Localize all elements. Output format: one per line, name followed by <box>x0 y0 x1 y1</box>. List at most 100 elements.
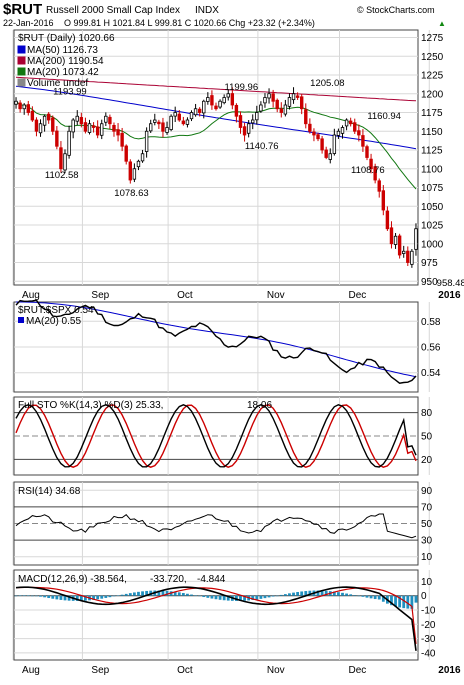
macd-hist-bar <box>283 594 287 596</box>
macd-hist-bar <box>361 595 365 597</box>
rsi-ytick: 10 <box>421 552 433 563</box>
macd-hist-bar <box>206 595 210 598</box>
candle-body <box>144 130 149 152</box>
candle-body <box>210 95 214 106</box>
ma200-line <box>15 76 417 102</box>
candle-body <box>410 250 414 265</box>
macd-hist-bar <box>141 591 144 596</box>
macd-hist-bar <box>308 590 312 596</box>
macd-hist-bar <box>104 595 108 598</box>
macd-hist-bar <box>357 595 361 597</box>
macd-hist-bar <box>398 595 402 608</box>
candle-body <box>299 96 304 110</box>
macd-hist-bar <box>341 592 344 596</box>
rsi-panel: 10 30 50 70 90 RSI(14) 34.68 <box>12 481 433 566</box>
candle-body <box>332 134 337 154</box>
candle-body <box>206 97 210 102</box>
macd-ytick: -40 <box>421 648 436 659</box>
macd-hist-bar <box>332 591 336 596</box>
macd-hist-bar <box>92 595 95 600</box>
price-xtick: Sep <box>91 290 109 301</box>
candle-body <box>132 168 137 180</box>
macd-hist-bar <box>14 595 18 597</box>
macd-hist-bar <box>128 593 132 596</box>
candle-body <box>344 119 349 127</box>
candle-body <box>181 120 186 125</box>
macd-signal-line <box>15 586 417 644</box>
macd-hist-bar <box>296 591 300 596</box>
ratio-ma-line <box>16 301 417 378</box>
candle-body <box>46 113 51 121</box>
bottom-xtick: Oct <box>177 665 193 676</box>
macd-hist-bar <box>47 595 51 599</box>
candle-body <box>161 122 165 132</box>
candle-body <box>83 122 88 132</box>
candle-body <box>42 115 47 126</box>
macd-hist-bar <box>275 595 279 597</box>
macd-ytick: -30 <box>421 634 436 645</box>
macd-hist-bar <box>320 590 324 596</box>
macd-hist-bar <box>222 595 226 601</box>
candle-body <box>177 113 181 121</box>
macd-hist-bar <box>22 595 26 596</box>
price-annotation: 1160.94 <box>367 111 401 122</box>
price-legend-entry: MA(200) 1190.54 <box>27 56 104 67</box>
macd-legend-signal: -33.720, <box>150 574 187 585</box>
macd-hist-bar <box>300 591 304 596</box>
macd-hist-bar <box>43 595 47 598</box>
candle-body <box>255 112 259 121</box>
macd-hist-bar <box>316 590 320 596</box>
candle-body <box>189 112 194 120</box>
rsi-legend: RSI(14) 34.68 <box>18 486 81 497</box>
macd-hist-bar <box>288 593 291 596</box>
rsi-line <box>15 513 417 539</box>
macd-panel: -40 -30 -20 -10 0 10 MACD(12,26,9) -38.564, -33… <box>12 569 436 661</box>
bottom-xtick: Sep <box>91 665 109 676</box>
candle-body <box>153 119 157 123</box>
ratio-line <box>15 299 417 384</box>
price-legend-entry: MA(20) 1073.42 <box>27 67 99 78</box>
price-ytick: 1100 <box>421 164 443 175</box>
ohlc-label: O 999.81 H 1021.84 L 999.81 C 1020.66 Ch… <box>64 18 315 28</box>
candle-body <box>414 228 418 250</box>
candle-body <box>140 153 145 162</box>
macd-hist-bar <box>35 595 38 597</box>
macd-hist-bar <box>55 595 59 600</box>
macd-hist-bar <box>402 595 406 609</box>
macd-hist-bar <box>259 595 263 599</box>
macd-hist-bar <box>30 595 34 597</box>
candle-body <box>34 119 39 132</box>
macd-hist-bar <box>345 593 348 596</box>
candle-body <box>406 250 410 263</box>
candle-body <box>312 131 316 136</box>
macd-hist-bar <box>120 594 124 596</box>
macd-hist-bar <box>96 595 100 600</box>
price-legend-swatch <box>17 67 26 76</box>
sto-k-line <box>15 404 417 468</box>
candle-body <box>308 123 312 132</box>
price-legend-title: $RUT (Daily) 1020.66 <box>18 33 115 44</box>
macd-hist-bar <box>108 595 112 598</box>
macd-hist-bar <box>251 595 255 601</box>
macd-hist-bar <box>255 595 259 600</box>
sto-ytick: 80 <box>421 408 433 419</box>
ratio-ytick: 0.58 <box>421 317 441 328</box>
macd-hist-bar <box>271 595 275 597</box>
macd-hist-bar <box>181 593 185 596</box>
macd-hist-bar <box>406 595 410 609</box>
candle-body <box>112 125 116 132</box>
price-ytick: 1050 <box>421 202 444 213</box>
candle-body <box>295 95 300 98</box>
macd-hist-bar <box>390 595 393 606</box>
macd-line <box>15 586 417 651</box>
macd-hist-bar <box>202 595 206 598</box>
price-ytick: 1250 <box>421 52 444 63</box>
candle-body <box>116 129 120 136</box>
ratio-legend-main: $RUT:$SPX 0.54 <box>18 305 94 316</box>
candle-body <box>185 119 190 125</box>
candle-body <box>79 117 84 125</box>
candle-body <box>173 112 177 117</box>
candle-body <box>357 130 361 136</box>
candle-body <box>377 180 381 192</box>
candle-body <box>271 93 275 102</box>
